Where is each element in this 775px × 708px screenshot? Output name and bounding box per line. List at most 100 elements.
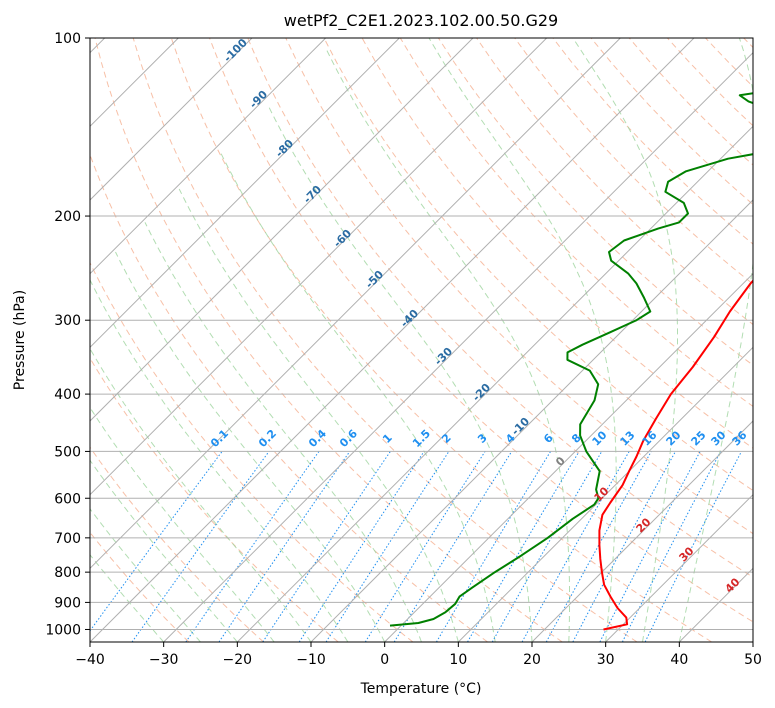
moist-adiabat-line (178, 188, 459, 642)
mixing-ratio-line (545, 451, 652, 642)
x-tick-label: −10 (296, 652, 326, 668)
dewpoint-profile-line (389, 92, 753, 627)
x-tick-label: 50 (744, 652, 762, 668)
isotherm-line (531, 420, 753, 642)
dry-adiabat-label: 10 (592, 484, 612, 504)
y-tick-label: 300 (54, 313, 81, 329)
isotherm-line (90, 38, 327, 275)
isotherm-label: -50 (363, 268, 386, 291)
isotherm-line (384, 272, 753, 642)
isotherm-label: -10 (509, 415, 532, 438)
moist-adiabat-line (678, 38, 753, 642)
dry-adiabat-line (90, 153, 488, 642)
x-tick-label: 10 (449, 652, 467, 668)
dry-adiabat-line (437, 38, 753, 366)
chart-title: wetPf2_C2E1.2023.102.00.50.G29 (284, 11, 558, 31)
plot-frame (89, 37, 754, 643)
y-tick-label: 200 (54, 209, 81, 225)
y-tick-label: 100 (54, 31, 81, 47)
dry-adiabat-line (94, 38, 563, 642)
y-tick-label: 900 (54, 595, 81, 611)
isotherm-line (90, 38, 695, 642)
isotherm-label: -100 (221, 36, 250, 65)
dry-adiabat-label: 40 (723, 575, 743, 595)
dry-adiabat-line (476, 38, 753, 326)
mixing-ratio-line (435, 451, 552, 642)
isotherm-line (457, 346, 753, 642)
dry-adiabat-line (323, 38, 753, 492)
dry-adiabat-line (90, 357, 339, 642)
mixing-ratio-label: 36 (730, 428, 750, 448)
moist-adiabat-line (115, 251, 386, 642)
isotherm-line (90, 38, 253, 201)
dry-adiabat-line (285, 38, 753, 535)
mixing-ratio-label: 2 (439, 431, 454, 446)
dry-adiabat-line (514, 38, 753, 285)
mixing-ratio-line (572, 451, 676, 642)
mixing-ratio-line (521, 451, 630, 642)
dry-adiabat-line (90, 531, 190, 642)
dry-adiabat-line (743, 38, 753, 49)
x-tick-label: 20 (523, 652, 541, 668)
mixing-ratio-label: 25 (689, 429, 709, 449)
y-tick-label: 500 (54, 444, 81, 460)
isotherm-label: -70 (301, 183, 324, 206)
moist-adiabat-line (326, 50, 570, 642)
mixing-ratio-line (393, 451, 513, 642)
mixing-ratio-label: 10 (590, 428, 610, 448)
isotherm-label: -80 (273, 137, 296, 160)
isotherm-line (310, 199, 753, 642)
moist-adiabat-line (219, 150, 496, 642)
mixing-ratio-label: 0.4 (306, 427, 329, 450)
dry-adiabat-line (209, 38, 753, 623)
isotherm-line (90, 38, 621, 570)
mixing-ratio-label: 16 (640, 428, 660, 448)
mixing-ratio-line (218, 451, 351, 642)
y-tick-label: 800 (54, 565, 81, 581)
moist-adiabat-line (90, 507, 201, 642)
isotherm-label: -60 (331, 227, 354, 250)
mixing-ratio-line (90, 451, 223, 632)
dry-adiabat-line (705, 38, 753, 88)
isotherm-label: -20 (470, 381, 493, 404)
mixing-ratio-label: 8 (569, 431, 584, 446)
isotherm-label: -90 (247, 88, 270, 111)
x-axis-label: Temperature (°C) (360, 681, 482, 697)
isotherm-line (90, 38, 548, 496)
x-tick-label: −40 (75, 652, 105, 668)
dry-adiabat-label: 20 (634, 515, 654, 535)
isotherm-line (605, 493, 753, 642)
mixing-ratio-line (262, 451, 391, 642)
dry-adiabat-line (552, 38, 753, 245)
x-tick-label: −30 (149, 652, 179, 668)
mixing-ratio-label: 20 (664, 428, 684, 448)
mixing-ratio-line (298, 451, 425, 642)
isotherm-line (90, 38, 474, 422)
mixing-ratio-label: 30 (709, 428, 729, 448)
mixing-ratio-line (364, 451, 486, 642)
y-axis-label: Pressure (hPa) (12, 290, 28, 390)
mixing-ratio-label: 13 (618, 429, 638, 449)
dry-adiabat-line (170, 38, 712, 642)
moist-adiabat-line (572, 38, 678, 642)
isotherm-line (163, 51, 753, 642)
mixing-ratio-line (131, 451, 270, 642)
dry-adiabat-line (247, 38, 753, 578)
x-tick-label: 0 (380, 652, 389, 668)
mixing-ratio-label: 0.6 (337, 427, 360, 450)
mixing-ratio-line (325, 451, 450, 642)
mixing-ratio-line (644, 451, 742, 642)
dry-adiabat-line (132, 38, 638, 642)
x-tick-label: 30 (597, 652, 615, 668)
mixing-ratio-label: 0.2 (256, 427, 279, 450)
moist-adiabat-line (90, 347, 312, 642)
dry-adiabat-label: 30 (677, 544, 697, 564)
mixing-ratio-label: 1 (380, 431, 395, 446)
x-tick-label: 40 (670, 652, 688, 668)
dry-adiabat-line (90, 261, 414, 642)
dry-adiabat-line (90, 446, 264, 642)
moist-adiabat-line (90, 459, 238, 642)
isotherm-line (752, 641, 753, 642)
mixing-ratio-line (185, 451, 320, 642)
